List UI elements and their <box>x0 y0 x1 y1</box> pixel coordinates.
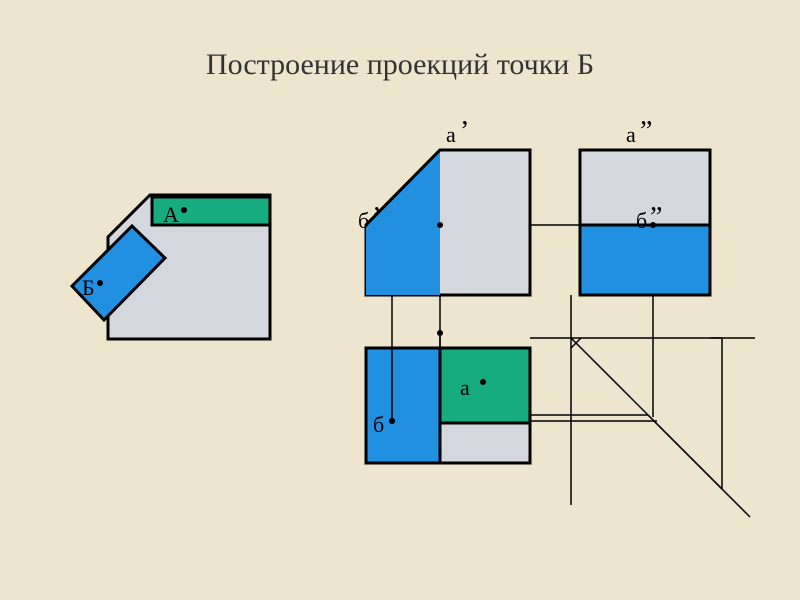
side-tick-b: ” <box>650 202 662 234</box>
front-label-a-prime: а <box>446 122 456 148</box>
top-label-b: б <box>373 412 384 438</box>
top-label-a: а <box>460 375 470 401</box>
front-tick-b: ’ <box>372 202 381 234</box>
side-label-b-pp: б <box>636 208 647 234</box>
front-label-b-prime: б <box>358 208 369 234</box>
iso-label-B: Б <box>82 275 95 301</box>
iso-label-A: А <box>163 202 179 228</box>
side-tick-a: ” <box>640 116 652 148</box>
side-label-a-pp: а <box>626 122 636 148</box>
front-tick-a: ’ <box>460 116 469 148</box>
